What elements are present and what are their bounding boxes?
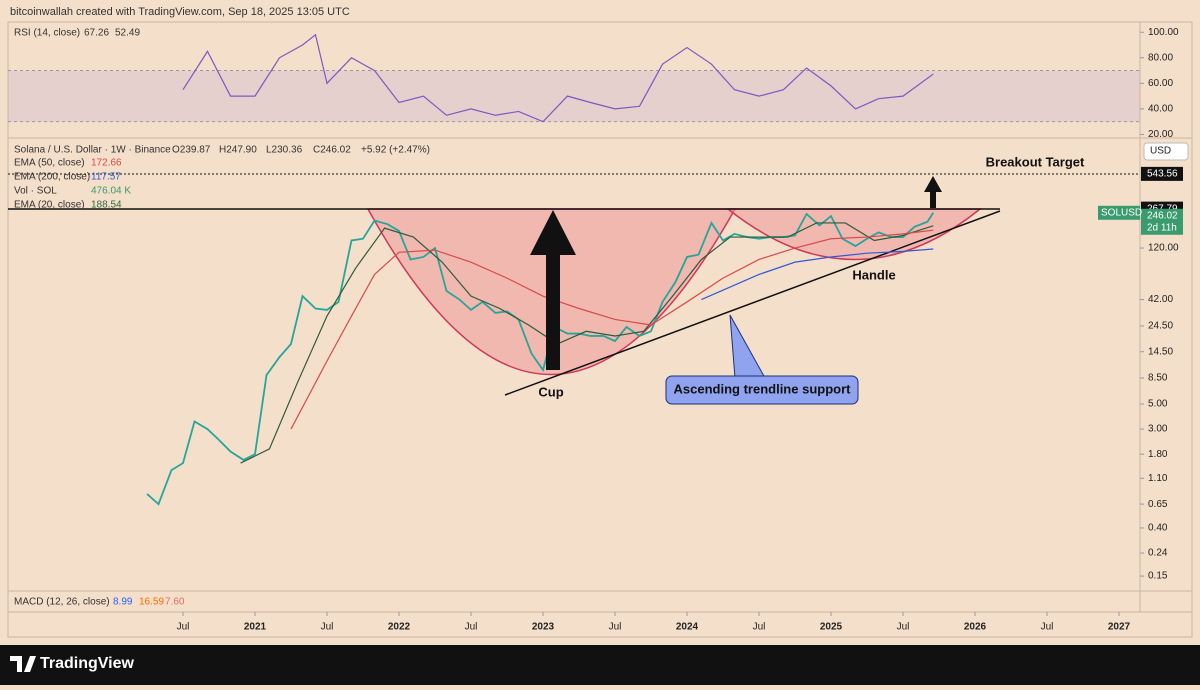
y-tick-label: 0.15 <box>1148 571 1168 582</box>
x-tick-label: Jul <box>753 622 766 633</box>
header: bitcoinwallah created with TradingView.c… <box>10 6 350 18</box>
footer-bar <box>0 645 1200 685</box>
x-tick-label: 2026 <box>964 622 987 633</box>
measured-move-arrow <box>530 210 576 370</box>
rsi-ma-value: 52.49 <box>115 28 140 39</box>
handle-label: Handle <box>852 267 895 282</box>
indicator-value: 172.66 <box>91 158 122 169</box>
ohlc: H247.90 <box>219 145 257 156</box>
indicator-value: 188.54 <box>91 200 122 211</box>
target-label: Breakout Target <box>986 154 1085 169</box>
y-tick-label: 5.00 <box>1148 399 1168 410</box>
indicator-label: EMA (20, close) <box>14 200 85 211</box>
countdown: 2d 11h <box>1147 222 1177 233</box>
x-tick-label: 2023 <box>532 622 555 633</box>
y-tick-label: 14.50 <box>1148 346 1173 357</box>
cup-label: Cup <box>538 384 563 399</box>
macd-value: 7.60 <box>165 597 185 608</box>
ohlc: O239.87 <box>172 145 211 156</box>
y-tick-label: 3.00 <box>1148 424 1168 435</box>
symbol-box <box>1098 205 1140 220</box>
rsi-tick-label: 80.00 <box>1148 52 1173 63</box>
currency-box <box>1143 142 1189 161</box>
x-tick-label: Jul <box>1041 622 1054 633</box>
macd-value: 16.59 <box>139 597 164 608</box>
y-tick-label: 120.00 <box>1148 243 1179 254</box>
price-label: 543.56 <box>1147 169 1178 180</box>
callout-pointer <box>729 314 766 379</box>
y-tick-label: 1.10 <box>1148 473 1168 484</box>
x-tick-label: Jul <box>465 622 478 633</box>
price-label-box <box>1141 166 1183 181</box>
ohlc: +5.92 (+2.47%) <box>361 145 430 156</box>
ohlc: C246.02 <box>313 145 351 156</box>
indicator-label: EMA (200, close) <box>14 172 90 183</box>
rsi-tick-label: 60.00 <box>1148 78 1173 89</box>
rsi-line <box>182 33 934 123</box>
x-tick-label: Jul <box>321 622 334 633</box>
x-tick-label: Jul <box>177 622 190 633</box>
y-tick-label: 42.00 <box>1148 294 1173 305</box>
brand[interactable]: TradingView <box>40 655 135 672</box>
y-tick-label: 0.24 <box>1148 548 1168 559</box>
y-tick-label: 1.80 <box>1148 449 1168 460</box>
target-arrow <box>924 176 942 208</box>
ohlc: L230.36 <box>266 145 303 156</box>
x-tick-label: 2024 <box>676 622 699 633</box>
y-tick-label: 8.50 <box>1148 373 1168 384</box>
series-line <box>290 229 934 430</box>
callout-box <box>665 375 859 405</box>
x-tick-label: 2027 <box>1108 622 1131 633</box>
rsi-legend: RSI (14, close) <box>14 28 80 39</box>
indicator-label: Vol · SOL <box>14 186 57 197</box>
indicator-label: EMA (50, close) <box>14 158 85 169</box>
x-tick-label: 2021 <box>244 622 267 633</box>
price-label: 267.79 <box>1147 203 1178 214</box>
frame <box>7 21 1193 638</box>
callout-text: Ascending trendline support <box>674 381 852 396</box>
rsi-tick-label: 40.00 <box>1148 104 1173 115</box>
macd-legend: MACD (12, 26, close) <box>14 597 110 608</box>
indicator-value: 476.04 K <box>91 186 131 197</box>
series-line <box>701 248 934 301</box>
symbol-title: Solana / U.S. Dollar · 1W · Binance <box>14 145 171 156</box>
rsi-tick-label: 100.00 <box>1148 27 1179 38</box>
trendline <box>504 210 1001 396</box>
y-tick-label: 0.65 <box>1148 499 1168 510</box>
logo-mark <box>10 656 36 672</box>
rsi-tick-label: 20.00 <box>1148 129 1173 140</box>
x-tick-label: 2025 <box>820 622 843 633</box>
x-tick-label: Jul <box>897 622 910 633</box>
indicator-value: 117.57 <box>91 172 121 183</box>
x-tick-label: Jul <box>609 622 622 633</box>
y-tick-label: 24.50 <box>1148 321 1173 332</box>
series-line <box>240 222 934 464</box>
symbol: SOLUSD <box>1101 207 1142 218</box>
last-price-box <box>1141 208 1183 235</box>
currency: USD <box>1150 146 1171 157</box>
rsi-value: 67.26 <box>84 28 109 39</box>
y-tick-label: 0.40 <box>1148 523 1168 534</box>
last-price: 246.02 <box>1147 210 1178 221</box>
series-line <box>146 212 934 506</box>
plots <box>8 31 1144 616</box>
macd-value: 8.99 <box>113 597 133 608</box>
x-tick-label: 2022 <box>388 622 411 633</box>
rsi-band <box>8 70 1140 122</box>
handle-shape <box>725 208 983 261</box>
